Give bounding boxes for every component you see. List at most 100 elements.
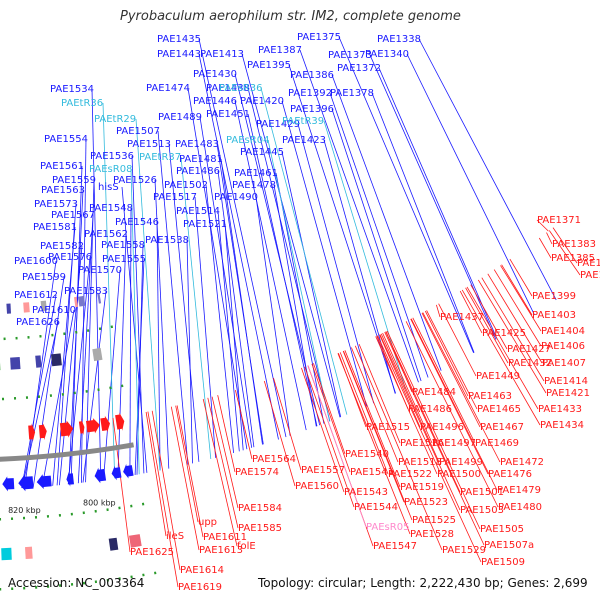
gene-label-reverse-connector [375, 336, 438, 475]
gene-label-reverse: PAE1509 [481, 557, 525, 568]
gene-label-forward-connector [329, 92, 429, 378]
gene-label-forward-connector [198, 38, 287, 438]
gene-arrow [18, 474, 34, 492]
gene-label-reverse: PAE1584 [238, 503, 282, 514]
gene-label-forward-connector [338, 36, 474, 353]
gene-label-reverse: PAE1525 [412, 515, 456, 526]
feature-block [35, 355, 42, 368]
gene-label-reverse-connector [421, 312, 481, 428]
gene-label-reverse-connector [351, 347, 399, 463]
gene-label-forward-connector [281, 151, 342, 418]
gene-label-forward: PAE1413 [200, 49, 244, 60]
gene-label-reverse-connector [339, 352, 389, 475]
gene-label-forward: PAE1517 [153, 192, 197, 203]
gene-label-forward-connector [32, 276, 65, 488]
gene-label-reverse-connector [493, 269, 542, 347]
gene-label-reverse-connector [147, 411, 179, 588]
rna-label-forward: PAEsR08 [89, 164, 132, 175]
gene-label-forward: PAE1567 [51, 210, 95, 221]
rna-label-forward-connector [260, 87, 348, 415]
gene-arrow [36, 474, 52, 489]
gene-label-forward-connector [371, 92, 475, 353]
gene-label-reverse-connector [548, 230, 581, 276]
gene-label-reverse: PAE1585 [238, 523, 282, 534]
feature-block [25, 546, 33, 559]
gene-label-forward: PAE1583 [64, 286, 108, 297]
gene-arrow [28, 423, 36, 442]
gene-label-forward: PAE1610 [32, 305, 76, 316]
gene-label-reverse: PAE1496 [420, 422, 464, 433]
gene-label-forward: PAE1573 [34, 199, 78, 210]
gene-label-reverse: PAE1611 [203, 532, 247, 543]
gene-label-forward: PAE1626 [16, 317, 60, 328]
gene-arrow [94, 467, 107, 484]
gene-label-forward-connector [24, 260, 57, 489]
gene-label-forward: PAE1340 [365, 49, 409, 60]
gene-label-forward: PAE1558 [101, 240, 145, 251]
gene-label-forward: PAE1375 [297, 32, 341, 43]
gene-label-reverse-connector [385, 331, 461, 493]
gene-label-reverse: upp [198, 517, 217, 528]
gene-label-reverse-connector [145, 411, 167, 537]
gene-label-forward-connector [255, 196, 291, 436]
gene-label-reverse: PAE1497 [432, 438, 476, 449]
gene-label-forward-connector [217, 210, 240, 452]
gene-label-reverse-connector [380, 333, 440, 463]
gene-label-reverse: PAE1614 [180, 565, 224, 576]
gene-arrow [2, 476, 15, 492]
gene-label-reverse-connector [424, 310, 469, 397]
gene-label-forward: PAE1526 [113, 175, 157, 186]
gene-label-reverse: PAE1519 [400, 482, 444, 493]
gene-label-forward: PAE1443 [157, 49, 201, 60]
gene-label-forward-connector [117, 233, 127, 478]
gene-label-reverse-connector [344, 350, 401, 488]
gene-label-reverse: PAE1505 [480, 524, 524, 535]
gene-label-reverse-connector [211, 396, 239, 509]
rna-label-forward: PAEtR29 [94, 114, 136, 125]
gene-label-reverse-connector [170, 406, 200, 551]
gene-label-reverse-connector [175, 405, 199, 523]
gene-label-reverse-connector [426, 310, 478, 410]
rna-label-reverse-connector [307, 365, 367, 528]
gene-label-forward: PAE1489 [158, 112, 202, 123]
rna-label-forward: PAEtR37 [139, 152, 181, 163]
gene-label-forward-connector [406, 53, 535, 316]
gene-label-forward: PAE1562 [84, 229, 128, 240]
gene-label-forward: PAE1576 [48, 252, 92, 263]
gene-label-reverse-connector [235, 390, 253, 460]
gene-label-reverse-connector [311, 363, 351, 473]
gene-label-forward-connector [205, 184, 234, 454]
gene-label-forward-connector [247, 87, 331, 422]
gene-label-reverse-connector [354, 345, 443, 551]
feature-block [108, 537, 119, 551]
gene-label-forward-connector [52, 226, 76, 486]
gene-label-reverse-connector [477, 279, 547, 394]
gene-label-forward-connector [273, 184, 317, 427]
feature-block [6, 303, 11, 314]
gene-label-forward-connector [21, 321, 59, 489]
gene-label-forward: PAE1513 [127, 139, 171, 150]
gene-label-forward: PAE1490 [214, 192, 258, 203]
gene-label-reverse: PAE1529 [442, 545, 486, 556]
kbp-tick-label: 800 kbp [83, 499, 116, 508]
gene-label-reverse-connector [422, 312, 501, 463]
gene-label-forward-connector [247, 113, 318, 427]
gene-label-forward: PAE1386 [290, 70, 334, 81]
gene-label-forward: PAE1514 [176, 206, 220, 217]
gene-label-reverse: PAE1557 [301, 465, 345, 476]
gene-label-reverse-connector [538, 237, 552, 259]
gene-label-reverse-connector [379, 334, 421, 428]
gene-label-reverse-connector [436, 304, 441, 318]
gene-label-reverse: PAE1560 [295, 481, 339, 492]
gene-label-reverse: PAE1479 [497, 485, 541, 496]
gene-label-reverse-connector [410, 318, 489, 475]
rna-label-forward-connector [180, 156, 212, 460]
gene-label-reverse: PAE1543 [344, 487, 388, 498]
gene-label-reverse: PAE1381 [580, 270, 600, 281]
gene-label-forward: PAE1534 [50, 84, 94, 95]
gene-label-reverse-connector [466, 286, 539, 410]
gene-label-reverse-connector [465, 287, 509, 364]
gene-label-forward-connector [281, 100, 367, 407]
gene-label-forward-connector [198, 53, 279, 440]
